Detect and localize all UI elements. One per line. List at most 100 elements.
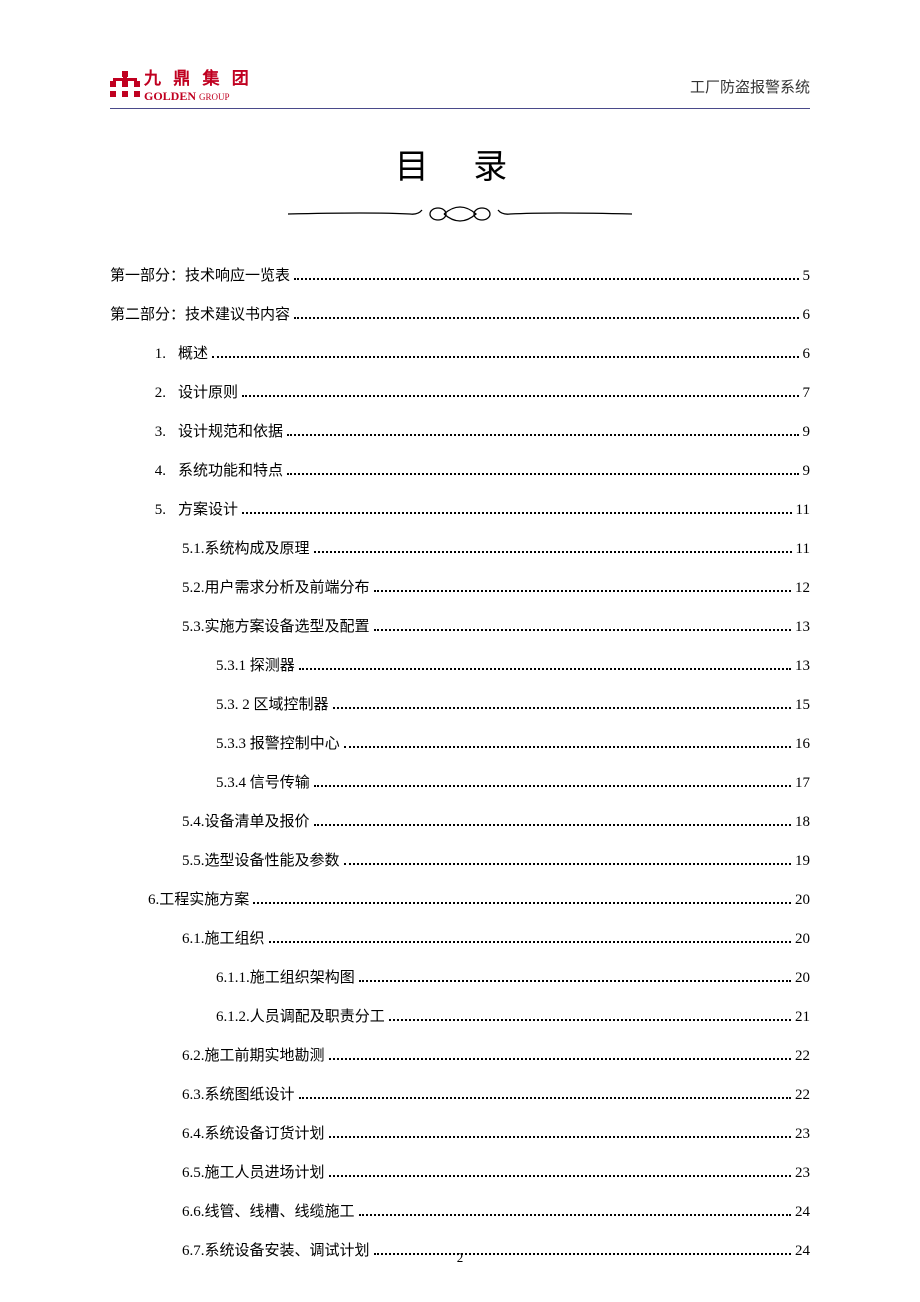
toc-row: 6.4.系统设备订货计划 23 xyxy=(182,1124,810,1145)
toc-leader-dots xyxy=(374,590,791,592)
toc-page: 18 xyxy=(795,812,810,833)
toc-row: 第一部分：技术响应一览表 5 xyxy=(110,266,810,287)
toc-label: 设计原则 xyxy=(178,383,238,404)
toc-row: 6.2.施工前期实地勘测 22 xyxy=(182,1046,810,1067)
toc-leader-dots xyxy=(329,1175,791,1177)
toc-page: 19 xyxy=(795,851,810,872)
toc-page: 23 xyxy=(795,1124,810,1145)
toc-label: 第二部分：技术建议书内容 xyxy=(110,305,290,326)
logo-cn: 九 鼎 集 团 xyxy=(144,70,253,87)
logo-block: 九 鼎 集 团 GOLDEN GROUP xyxy=(110,70,253,102)
toc-row: 3.设计规范和依据9 xyxy=(148,422,810,443)
toc-leader-dots xyxy=(294,317,798,319)
toc-page: 15 xyxy=(795,695,810,716)
toc-page: 20 xyxy=(795,890,810,911)
page-number: 2 xyxy=(0,1250,920,1266)
toc-leader-dots xyxy=(359,980,791,982)
toc-row: 5.1.系统构成及原理 11 xyxy=(182,539,810,560)
toc-leader-dots xyxy=(374,629,791,631)
toc-leader-dots xyxy=(212,356,798,358)
toc-page: 6 xyxy=(803,305,811,326)
toc-leader-dots xyxy=(287,473,798,475)
toc-label: 5.3.3 报警控制中心 xyxy=(216,734,340,755)
toc-page: 16 xyxy=(795,734,810,755)
toc-label: 6.1.2.人员调配及职责分工 xyxy=(216,1007,385,1028)
toc-page: 21 xyxy=(795,1007,810,1028)
toc-leader-dots xyxy=(359,1214,791,1216)
toc-row: 5.方案设计11 xyxy=(148,500,810,521)
toc-row: 5.3. 2 区域控制器 15 xyxy=(216,695,810,716)
toc-leader-dots xyxy=(329,1136,791,1138)
toc-page: 17 xyxy=(795,773,810,794)
toc-row: 5.3.4 信号传输 17 xyxy=(216,773,810,794)
toc-leader-dots xyxy=(287,434,798,436)
toc-label: 6.工程实施方案 xyxy=(148,890,249,911)
toc-number: 1. xyxy=(148,344,166,365)
toc-row: 1.概述6 xyxy=(148,344,810,365)
toc-label: 6.1.施工组织 xyxy=(182,929,265,950)
toc-page: 22 xyxy=(795,1046,810,1067)
title-ornament-icon xyxy=(280,202,640,226)
toc-leader-dots xyxy=(294,278,798,280)
toc-page: 13 xyxy=(795,656,810,677)
toc-page: 22 xyxy=(795,1085,810,1106)
toc-leader-dots xyxy=(242,512,792,514)
toc-row: 4.系统功能和特点9 xyxy=(148,461,810,482)
logo-en: GOLDEN GROUP xyxy=(144,90,253,102)
toc-row: 6.6.线管、线槽、线缆施工24 xyxy=(182,1202,810,1223)
toc-leader-dots xyxy=(242,395,798,397)
toc-leader-dots xyxy=(299,1097,791,1099)
logo-text: 九 鼎 集 团 GOLDEN GROUP xyxy=(144,70,253,102)
toc-page: 13 xyxy=(795,617,810,638)
toc-row: 6.5.施工人员进场计划 23 xyxy=(182,1163,810,1184)
toc-page: 23 xyxy=(795,1163,810,1184)
page-header: 九 鼎 集 团 GOLDEN GROUP 工厂防盗报警系统 xyxy=(110,70,810,109)
toc-label: 5.3.4 信号传输 xyxy=(216,773,310,794)
toc-row: 6.1.1.施工组织架构图20 xyxy=(216,968,810,989)
toc-row: 6.工程实施方案 20 xyxy=(148,890,810,911)
toc-label: 6.2.施工前期实地勘测 xyxy=(182,1046,325,1067)
toc-label: 5.1.系统构成及原理 xyxy=(182,539,310,560)
toc-row: 5.3.3 报警控制中心 16 xyxy=(216,734,810,755)
toc-row: 6.1.施工组织 20 xyxy=(182,929,810,950)
toc-label: 6.4.系统设备订货计划 xyxy=(182,1124,325,1145)
toc-number: 2. xyxy=(148,383,166,404)
toc-row: 2. 设计原则 7 xyxy=(148,383,810,404)
toc-leader-dots xyxy=(389,1019,791,1021)
toc-row: 5.3.1 探测器 13 xyxy=(216,656,810,677)
toc-label: 5.3. 2 区域控制器 xyxy=(216,695,329,716)
toc-row: 5.4.设备清单及报价18 xyxy=(182,812,810,833)
logo-en-main: GOLDEN xyxy=(144,89,196,103)
toc-label: 方案设计 xyxy=(178,500,238,521)
toc-label: 6.6.线管、线槽、线缆施工 xyxy=(182,1202,355,1223)
toc-page: 20 xyxy=(795,929,810,950)
toc-leader-dots xyxy=(314,785,791,787)
toc-label: 5.3.1 探测器 xyxy=(216,656,295,677)
toc-label: 6.5.施工人员进场计划 xyxy=(182,1163,325,1184)
toc-row: 5.3.实施方案设备选型及配置13 xyxy=(182,617,810,638)
logo-en-sub: GROUP xyxy=(199,92,230,102)
document-page: 九 鼎 集 团 GOLDEN GROUP 工厂防盗报警系统 目 录 第一部分：技… xyxy=(0,0,920,1302)
toc-label: 5.5.选型设备性能及参数 xyxy=(182,851,340,872)
toc-row: 5.2.用户需求分析及前端分布12 xyxy=(182,578,810,599)
header-subtitle: 工厂防盗报警系统 xyxy=(690,76,810,97)
toc-label: 5.2.用户需求分析及前端分布 xyxy=(182,578,370,599)
toc-leader-dots xyxy=(253,902,791,904)
toc-row: 5.5.选型设备性能及参数 19 xyxy=(182,851,810,872)
toc-leader-dots xyxy=(299,668,791,670)
table-of-contents: 第一部分：技术响应一览表 5 第二部分：技术建议书内容 6 1.概述6 2. 设计原则 7 3.… xyxy=(110,266,810,1262)
toc-leader-dots xyxy=(333,707,791,709)
toc-page: 5 xyxy=(803,266,811,287)
toc-leader-dots xyxy=(314,551,792,553)
toc-page: 9 xyxy=(803,461,811,482)
toc-page: 9 xyxy=(803,422,811,443)
toc-label: 6.1.1.施工组织架构图 xyxy=(216,968,355,989)
toc-number: 5. xyxy=(148,500,166,521)
page-title: 目 录 xyxy=(110,139,810,188)
toc-page: 7 xyxy=(803,383,811,404)
toc-page: 11 xyxy=(796,539,810,560)
toc-label: 6.3.系统图纸设计 xyxy=(182,1085,295,1106)
toc-row: 6.1.2.人员调配及职责分工 21 xyxy=(216,1007,810,1028)
toc-label: 系统功能和特点 xyxy=(178,461,283,482)
toc-label: 第一部分：技术响应一览表 xyxy=(110,266,290,287)
